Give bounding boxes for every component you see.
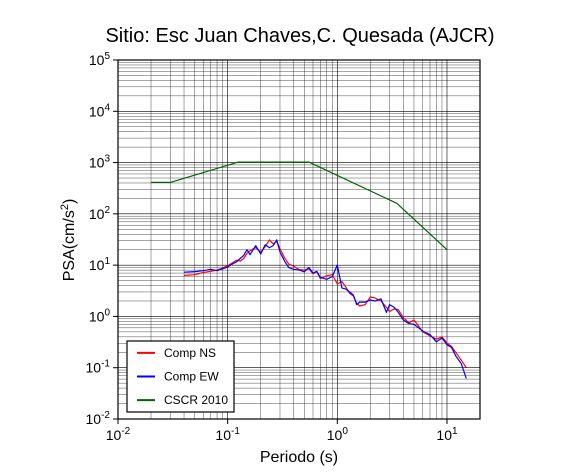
x-tick-label: 10-2 <box>106 426 131 443</box>
y-tick-label: 100 <box>89 307 111 324</box>
y-tick-label: 105 <box>89 51 111 68</box>
x-tick-label: 101 <box>436 426 458 443</box>
series-line-0 <box>183 239 467 369</box>
plot-frame <box>117 59 481 420</box>
x-axis-label: Periodo (s) <box>260 449 338 466</box>
y-tick-label: 10-1 <box>86 359 111 376</box>
legend-label: Comp NS <box>164 346 216 360</box>
x-tick-label: 100 <box>327 426 349 443</box>
x-tick-label: 10-1 <box>215 426 240 443</box>
chart-title: Sitio: Esc Juan Chaves,C. Quesada (AJCR) <box>105 25 494 47</box>
legend-label: Comp EW <box>164 370 219 384</box>
legend-label: CSCR 2010 <box>164 393 228 407</box>
y-tick-label: 103 <box>89 154 111 171</box>
series-layer <box>151 161 467 379</box>
y-axis-label: PSA(cm/s2) <box>59 199 78 282</box>
y-axis-label-group: PSA(cm/s2) <box>59 199 78 282</box>
ticks: 10-2 10-1 100 101 10-2 10-1 100 101 102 103 104 105 <box>86 51 458 443</box>
legend: Comp NS Comp EW CSCR 2010 <box>126 340 235 413</box>
y-tick-label: 104 <box>89 102 111 119</box>
y-tick-label: 101 <box>89 256 111 273</box>
series-line-2 <box>151 161 448 251</box>
series-line-1 <box>183 239 467 379</box>
plot-area: 10-2 10-1 100 101 10-2 10-1 100 101 102 103 104 105 <box>86 51 481 443</box>
y-tick-label: 10-2 <box>86 410 111 427</box>
y-tick-label: 102 <box>89 205 111 222</box>
